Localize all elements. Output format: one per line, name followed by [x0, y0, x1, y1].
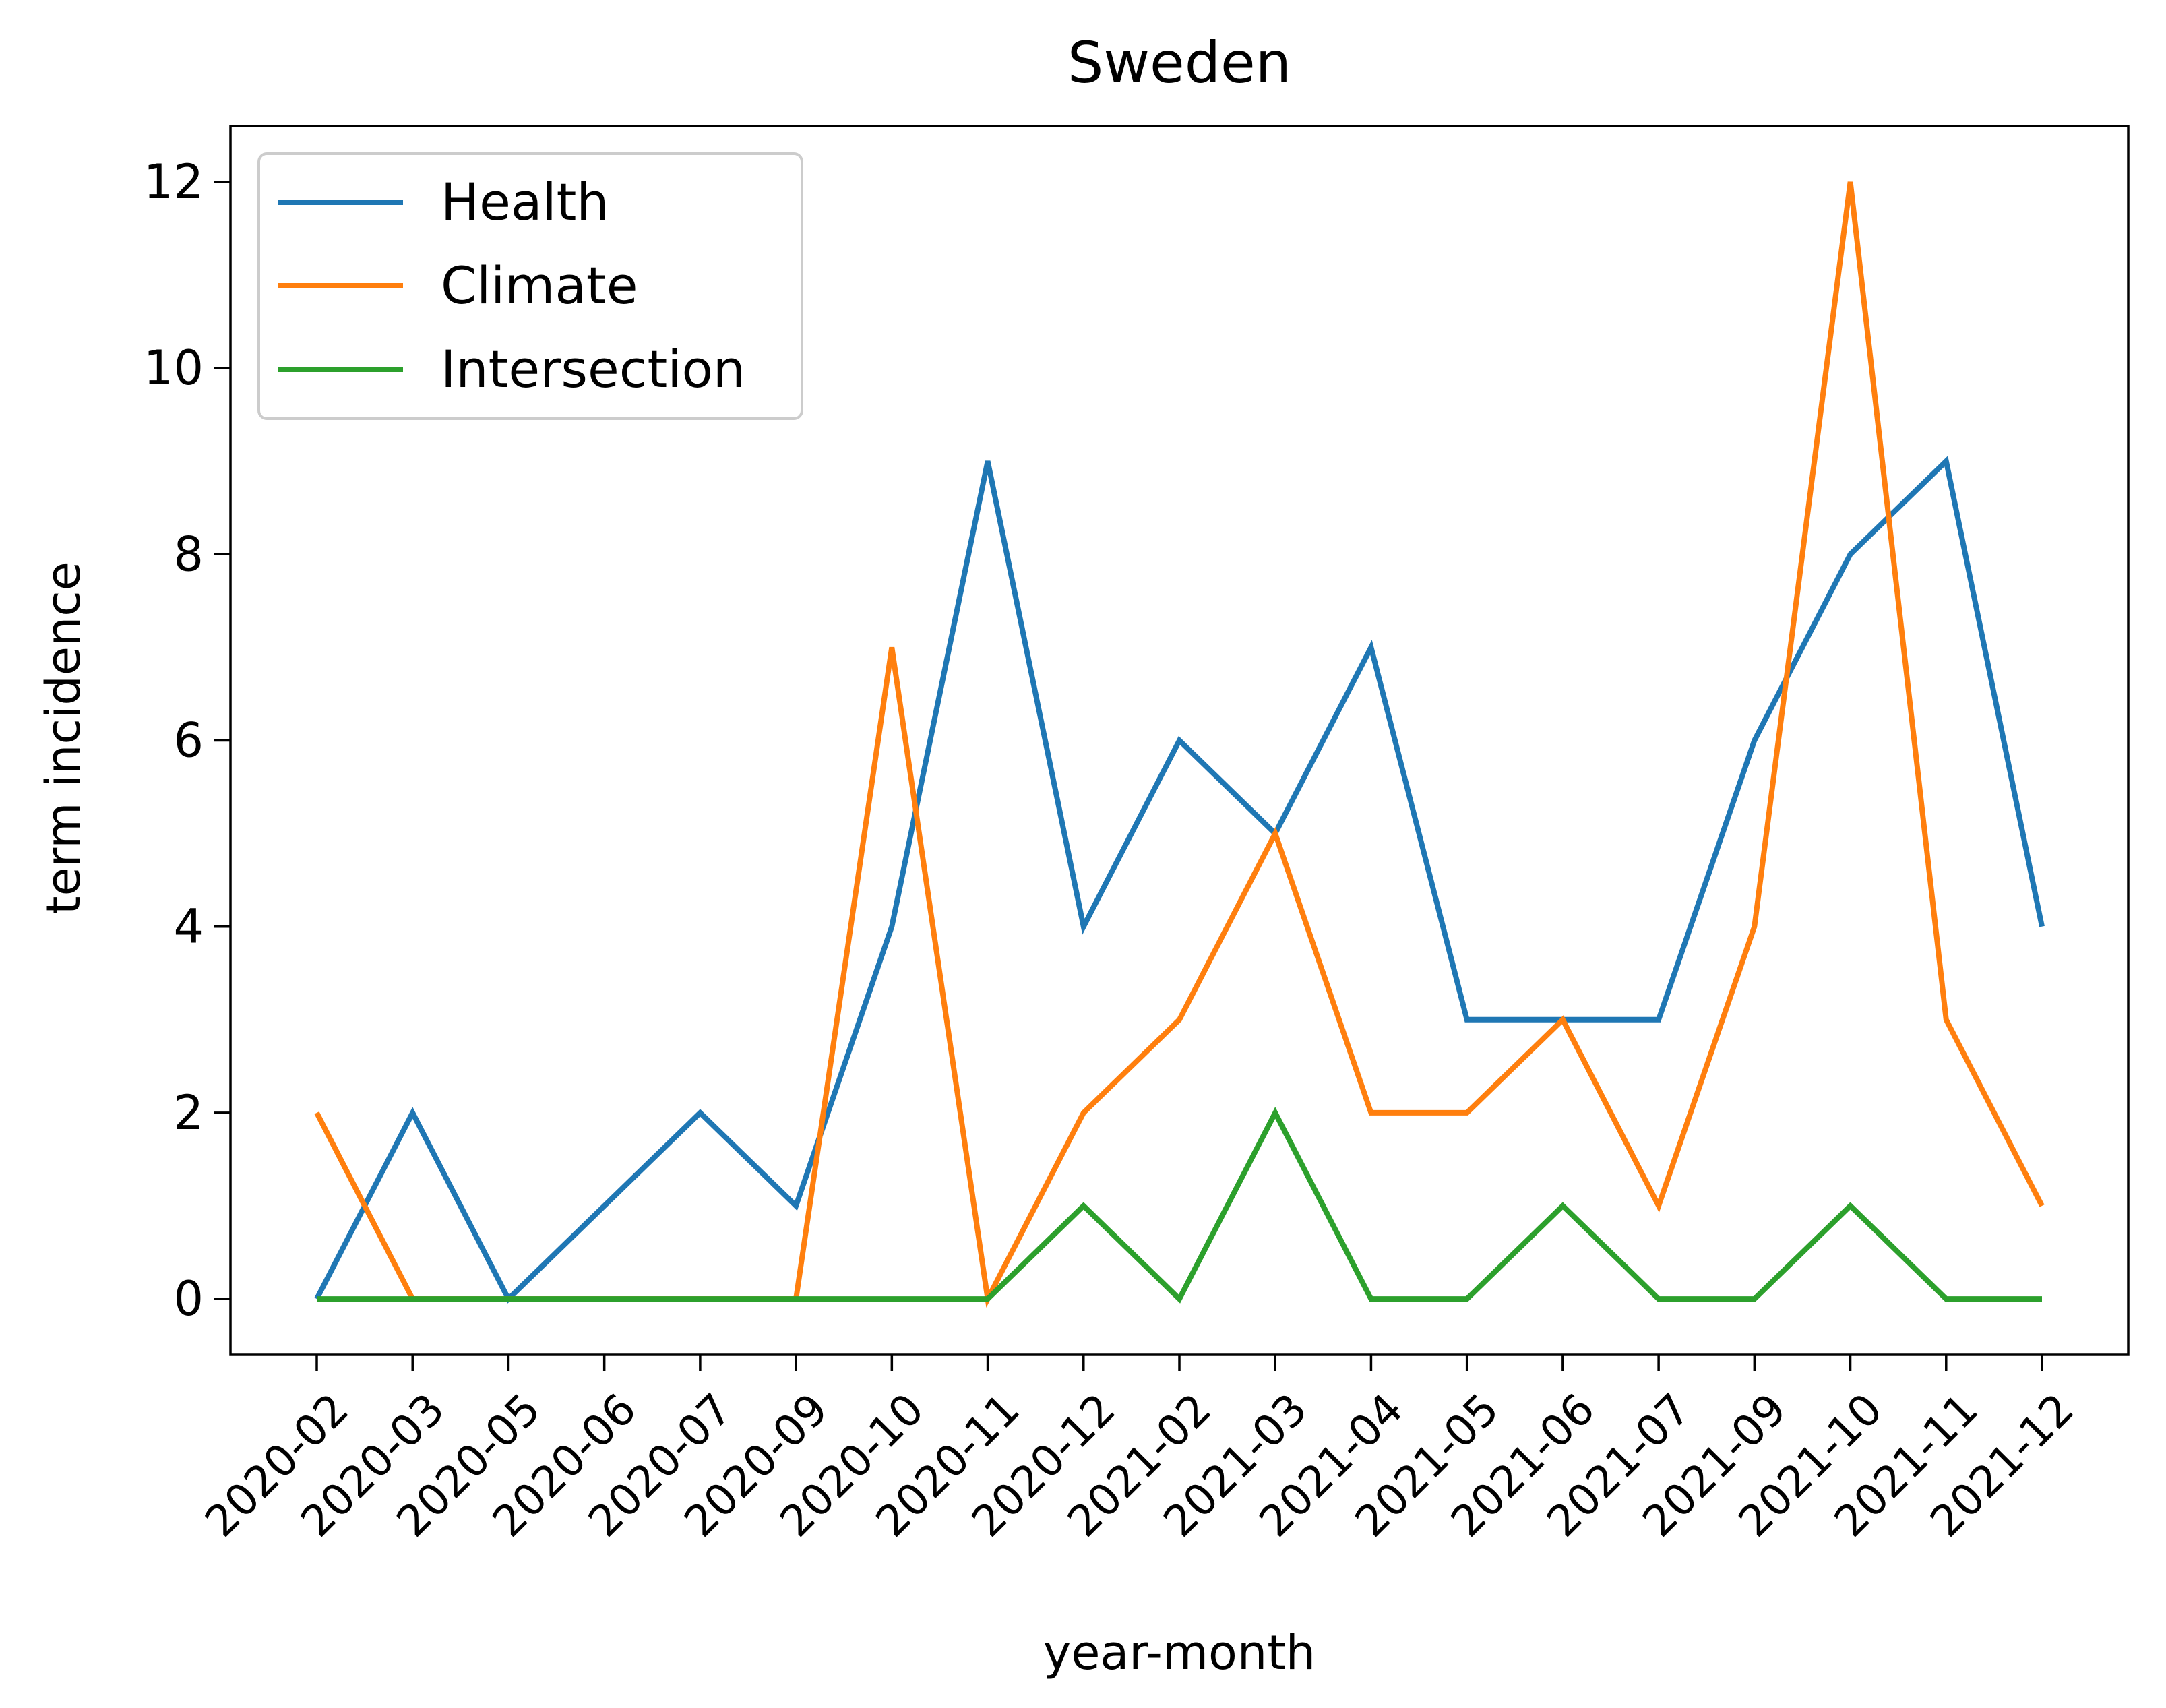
legend-label: Health	[441, 172, 609, 232]
legend-box	[257, 152, 803, 420]
y-tick-label: 2	[173, 1085, 204, 1140]
legend-label: Climate	[441, 255, 638, 315]
series-layer	[314, 181, 2045, 1308]
y-tick-label: 12	[144, 154, 204, 210]
legend-label: Intersection	[441, 339, 745, 399]
x-axis-label: year-month	[1043, 1625, 1316, 1680]
series-line-health	[314, 456, 2045, 1304]
series-line-intersection	[317, 1107, 2042, 1304]
legend: Health Climate Intersection	[257, 152, 803, 420]
y-tick-label: 0	[173, 1271, 204, 1326]
y-axis: 0 2 4 6 8 10 12	[144, 154, 230, 1326]
y-tick-label: 8	[173, 526, 204, 582]
y-tick-label: 10	[144, 340, 204, 396]
y-tick-label: 6	[173, 713, 204, 768]
y-tick-label: 4	[173, 899, 204, 954]
chart-title: Sweden	[1067, 30, 1291, 96]
y-axis-label: term incidence	[36, 561, 91, 915]
